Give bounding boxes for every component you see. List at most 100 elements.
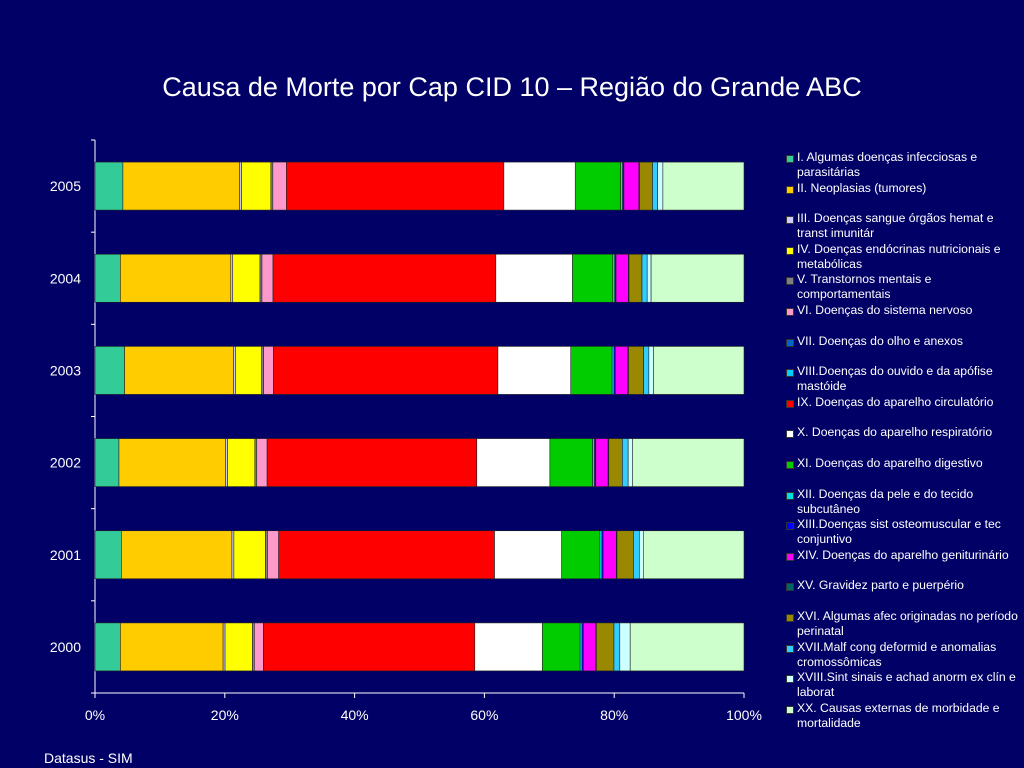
x-tick-label: 60% [470,707,498,723]
legend-label: VIII.Doenças do ouvido e da apófise mast… [797,364,993,394]
legend-swatch [786,522,794,531]
bar-segment [616,530,634,580]
legend-label: IV. Doenças endócrinas nutricionais e me… [797,241,1001,271]
bar-segment [642,530,745,580]
bar-segment [574,161,621,211]
legend-swatch [786,338,794,347]
legend-label: II. Neoplasias (tumores) [797,180,927,195]
bar-segment [595,438,609,487]
bar-segment [224,622,253,672]
legend-swatch [786,277,794,286]
bar-segment [94,438,120,487]
legend-label: VI. Doenças do sistema nervoso [797,303,973,317]
legend-swatch [786,185,794,194]
bar-segment [94,530,122,580]
bar-segment [94,346,125,395]
bar-segment [495,253,573,303]
bar-segment [549,438,593,487]
bar-segment [94,161,124,211]
bar-segment [542,622,581,672]
legend-swatch [786,369,794,378]
bar-segment [474,622,543,672]
legend-label: XVII.Malf cong deformid e anomalias crom… [797,639,997,669]
bar-segment [494,530,562,580]
legend-swatch [786,675,794,684]
bar-segment [254,622,264,672]
bar-segment [120,622,224,672]
bar-segment [261,253,274,303]
bar-segment [121,530,233,580]
bar-segment [273,346,499,395]
bar-segment [272,253,497,303]
bar-segment [639,161,653,211]
legend-swatch [786,308,794,316]
legend-label: VII. Doenças do olho e anexos [797,333,963,348]
bar-segment [227,438,256,487]
bar-segment [662,161,745,211]
legend-label: V. Transtornos mentais e comportamentais [797,272,932,302]
bar-segment [263,346,274,395]
bar-segment [629,622,745,672]
bar-segment [652,161,658,211]
bar-segment [623,161,640,211]
bar-segment [233,530,266,580]
bar-segment [122,161,241,211]
bar-segment [583,622,597,672]
legend-swatch [786,583,794,592]
bar-segment [627,438,634,487]
x-tick-label: 40% [341,707,369,723]
legend-swatch [786,491,794,500]
bar-segment [476,438,551,487]
bar-segment [561,530,601,580]
bar-segment [613,622,621,672]
legend-label: X. Doenças do aparelho respiratório [797,425,993,440]
bar-segment [628,346,644,395]
legend-label: XI. Doenças do aparelho digestivo [797,456,983,470]
bar-segment [124,346,234,395]
bar-segment [263,622,476,672]
bar-segment [241,161,272,211]
legend-swatch [786,705,794,714]
legend-swatch [786,552,794,561]
legend-swatch [786,246,794,255]
bar-segment [615,346,629,395]
bar-segment [643,346,650,395]
bar-segment [286,161,505,211]
bar-segment [256,438,268,487]
bar-segment [503,161,576,211]
category-label: 2000 [50,639,81,655]
x-tick-label: 100% [726,707,762,723]
bar-segment [633,530,640,580]
category-label: 2005 [50,178,81,194]
bar-segment [235,346,262,395]
bar-segment [632,438,745,487]
bar-segment [648,346,654,395]
bar-segment [657,161,664,211]
bar-segment [94,253,121,303]
legend-swatch [786,155,794,163]
legend-label: III. Doenças sangue órgãos hemat e trans… [797,211,994,241]
x-tick-label: 20% [211,707,239,723]
legend-swatch [786,430,794,439]
legend-label: XIV. Doenças do aparelho geniturinário [797,547,1009,562]
x-tick-label: 0% [85,707,105,723]
bar-segment [646,253,652,303]
legend-label: XVIII.Sint sinais e achad anorm ex clín … [797,670,1016,700]
bar-segment [596,622,615,672]
bar-segment [622,438,629,487]
bar-segment [94,622,121,672]
legend-label: IX. Doenças do aparelho circulatório [797,394,994,409]
bar-segment [267,530,279,580]
legend-label: XII. Doenças da pele e do tecido subcutâ… [797,486,974,516]
legend-swatch [786,461,794,469]
legend-label: XV. Gravidez parto e puerpério [797,578,964,593]
bar-segment [570,346,613,395]
bar-segment [639,530,644,580]
legend-label: XVI. Algumas afec originadas no período … [797,609,1018,638]
legend-swatch [786,399,794,408]
chart-title: Causa de Morte por Cap CID 10 – Região d… [162,72,862,102]
bar-segment [653,346,745,395]
bar-segment [272,161,287,211]
bar-segment [232,253,261,303]
